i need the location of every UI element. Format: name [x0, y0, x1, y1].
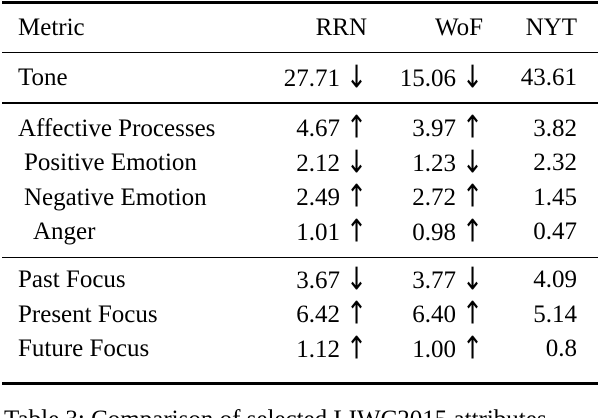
nyt-cell: 0.47	[483, 219, 577, 244]
wof-value: 3.77	[412, 266, 457, 294]
wof-cell: 3.77 ↓	[367, 263, 483, 294]
metric-cell: Future Focus	[18, 335, 150, 363]
header-row: Metric RRN WoF NYT	[2, 4, 598, 52]
affective-section: Affective Processes 4.67 ↑ 3.97 ↑ 3.82 Pos…	[2, 104, 598, 257]
table-row: Future Focus 1.12 ↑ 1.00 ↑ 0.8	[2, 332, 598, 367]
wof-value: 1.23	[412, 149, 457, 177]
table-row: Anger 1.01 ↑ 0.98 ↑ 0.47	[2, 215, 598, 250]
up-arrow-icon: ↑	[462, 109, 483, 146]
rrn-cell: 4.67 ↑	[247, 109, 367, 146]
rrn-value: 2.12	[296, 149, 341, 177]
column-header-rrn: RRN	[315, 14, 367, 42]
rrn-cell: 27.71 ↓	[247, 61, 367, 92]
nyt-cell: 3.82	[483, 116, 577, 141]
nyt-cell: 43.61	[483, 65, 577, 90]
column-header-metric: Metric	[18, 14, 85, 42]
down-arrow-icon: ↓	[462, 58, 483, 95]
rrn-value: 27.71	[283, 64, 341, 92]
wof-value: 3.97	[412, 115, 457, 143]
nyt-cell: 1.45	[483, 185, 577, 210]
table-row: Negative Emotion 2.49 ↑ 2.72 ↑ 1.45	[2, 180, 598, 215]
wof-value: 15.06	[399, 64, 457, 92]
bottom-rule	[2, 382, 598, 385]
rrn-cell: 1.01 ↑	[247, 215, 367, 246]
nyt-value: 0.47	[533, 218, 577, 246]
rrn-cell: 2.49 ↑	[247, 178, 367, 215]
section-rule	[2, 102, 598, 104]
column-header-nyt: NYT	[525, 14, 577, 42]
wof-cell: 15.06 ↓	[367, 61, 483, 92]
nyt-value: 3.82	[533, 114, 577, 142]
up-arrow-icon: ↑	[462, 295, 483, 332]
wof-value: 1.00	[412, 335, 457, 363]
up-arrow-icon: ↑	[346, 212, 367, 249]
section-rule	[2, 256, 598, 259]
table-row: Tone 27.71 ↓ 15.06 ↓ 43.61	[2, 53, 598, 102]
rrn-cell: 6.42 ↑	[247, 295, 367, 332]
rrn-value: 1.12	[296, 335, 341, 363]
down-arrow-icon: ↓	[346, 260, 367, 297]
rrn-cell: 1.12 ↑	[247, 332, 367, 363]
nyt-value: 0.8	[545, 335, 577, 363]
column-header-wof: WoF	[435, 14, 483, 42]
metric-cell: Tone	[18, 64, 68, 92]
metric-cell: Present Focus	[18, 300, 158, 328]
wof-cell: 6.40 ↑	[367, 295, 483, 332]
table-row: Present Focus 6.42 ↑ 6.40 ↑ 5.14	[2, 297, 598, 332]
header-rule	[2, 51, 598, 54]
down-arrow-icon: ↓	[462, 143, 483, 180]
nyt-cell: 4.09	[483, 267, 577, 292]
table-row: Past Focus 3.67 ↓ 3.77 ↓ 4.09	[2, 263, 598, 298]
nyt-value: 1.45	[533, 183, 577, 211]
rrn-value: 1.01	[296, 218, 341, 246]
metric-cell: Positive Emotion	[24, 149, 197, 177]
down-arrow-icon: ↓	[462, 260, 483, 297]
up-arrow-icon: ↑	[462, 212, 483, 249]
liwc-comparison-table: Metric RRN WoF NYT Tone 27.71 ↓ 15.06 ↓ 43…	[2, 1, 598, 385]
table-caption: Table 3: Comparison of selected LIWC2015…	[4, 406, 547, 418]
metric-cell: Affective Processes	[18, 114, 216, 142]
up-arrow-icon: ↑	[462, 178, 483, 215]
wof-value: 0.98	[412, 218, 457, 246]
nyt-cell: 0.8	[483, 336, 577, 361]
rrn-value: 2.49	[296, 184, 341, 212]
rrn-value: 3.67	[296, 266, 341, 294]
wof-cell: 3.97 ↑	[367, 109, 483, 146]
up-arrow-icon: ↑	[346, 178, 367, 215]
wof-value: 6.40	[412, 301, 457, 329]
rrn-cell: 3.67 ↓	[247, 263, 367, 294]
wof-value: 2.72	[412, 184, 457, 212]
metric-cell: Negative Emotion	[24, 183, 207, 211]
nyt-value: 5.14	[533, 300, 577, 328]
down-arrow-icon: ↓	[346, 143, 367, 180]
nyt-value: 43.61	[520, 64, 577, 92]
wof-cell: 1.00 ↑	[367, 332, 483, 363]
nyt-cell: 2.32	[483, 150, 577, 175]
table-row: Affective Processes 4.67 ↑ 3.97 ↑ 3.82	[2, 111, 598, 146]
nyt-cell: 5.14	[483, 302, 577, 327]
nyt-value: 4.09	[533, 266, 577, 294]
metric-cell: Past Focus	[18, 266, 126, 294]
rrn-value: 6.42	[296, 301, 341, 329]
nyt-value: 2.32	[533, 149, 577, 177]
up-arrow-icon: ↑	[462, 329, 483, 366]
rrn-value: 4.67	[296, 115, 341, 143]
focus-section: Past Focus 3.67 ↓ 3.77 ↓ 4.09 Present Focu…	[2, 258, 598, 382]
wof-cell: 1.23 ↓	[367, 146, 483, 177]
table-row: Positive Emotion 2.12 ↓ 1.23 ↓ 2.32	[2, 146, 598, 181]
wof-cell: 2.72 ↑	[367, 178, 483, 215]
top-rule	[2, 1, 598, 4]
rrn-cell: 2.12 ↓	[247, 146, 367, 177]
wof-cell: 0.98 ↑	[367, 215, 483, 246]
up-arrow-icon: ↑	[346, 109, 367, 146]
down-arrow-icon: ↓	[346, 58, 367, 95]
up-arrow-icon: ↑	[346, 295, 367, 332]
up-arrow-icon: ↑	[346, 329, 367, 366]
metric-cell: Anger	[33, 218, 96, 246]
